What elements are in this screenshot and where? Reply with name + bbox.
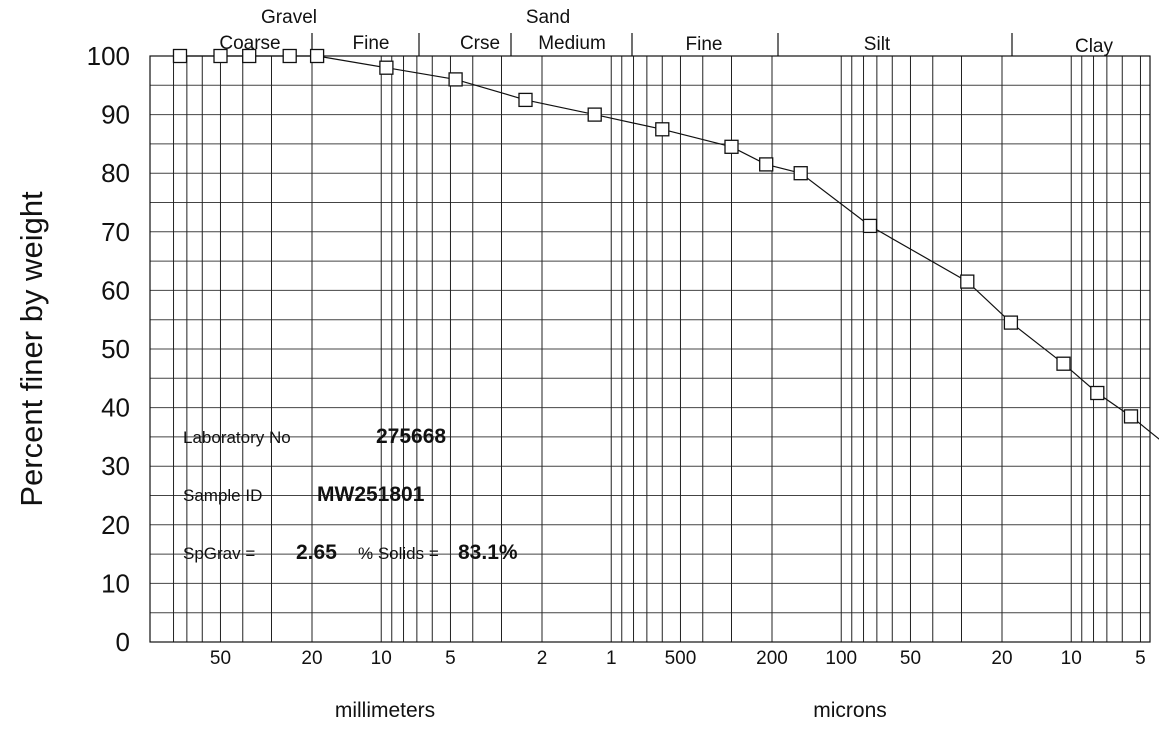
x-tick-label: 5 [445,648,456,669]
y-tick-label: 20 [101,510,130,540]
data-point-marker [311,50,324,63]
y-tick-label: 50 [101,334,130,364]
data-point-marker [794,167,807,180]
x-tick-label: 5 [1135,648,1146,669]
x-tick-label: 10 [1061,648,1082,669]
x-tick-label: 200 [756,648,788,669]
percent-solids-label: % Solids = [358,544,439,563]
y-tick-label: 70 [101,217,130,247]
data-point-marker [760,158,773,171]
y-axis-label: Percent finer by weight [14,191,49,507]
data-point-marker [174,50,187,63]
x-unit-label-millimeters: millimeters [335,699,435,722]
x-tick-label: 50 [900,648,921,669]
x-tick-label: 50 [210,648,231,669]
sample-info-panel: Laboratory No 275668 Sample ID MW251801 SpGr… [183,425,518,564]
x-tick-label: 2 [537,648,548,669]
data-point-marker [449,73,462,86]
size-class-group-label: Gravel [261,7,317,28]
data-layer [174,50,1159,538]
axis-layer: 0 10 20 30 40 50 60 70 80 90 100 50 20 10 5 2 1 500 200 100… [14,41,1159,722]
data-point-marker [1057,357,1070,370]
y-tick-label: 10 [101,568,130,598]
y-tick-label: 80 [101,158,130,188]
grain-size-curve [180,56,1159,531]
y-tick-label: 90 [101,100,130,130]
x-tick-label: 500 [665,648,697,669]
y-tick-label: 0 [116,627,130,657]
size-class-label: Clay [1075,36,1114,57]
y-tick-label: 40 [101,393,130,423]
data-point-marker [1125,410,1138,423]
data-point-marker [656,123,669,136]
size-class-label: Silt [864,34,891,55]
x-tick-label: 10 [371,648,392,669]
data-point-marker [1091,387,1104,400]
data-point-marker [961,275,974,288]
y-tick-label: 60 [101,275,130,305]
sample-id-label: Sample ID [183,486,262,505]
sample-id-value: MW251801 [317,483,425,506]
spgrav-label: SpGrav = [183,544,255,563]
spgrav-value: 2.65 [296,541,337,564]
x-tick-label: 100 [825,648,857,669]
data-point-marker [243,50,256,63]
x-unit-label-microns: microns [813,699,887,722]
data-point-marker [1004,316,1017,329]
size-class-label: Fine [686,34,723,55]
x-tick-label: 20 [301,648,322,669]
percent-solids-value: 83.1% [458,541,518,564]
size-class-label: Fine [353,33,390,54]
laboratory-no-label: Laboratory No [183,428,291,447]
laboratory-no-value: 275668 [376,425,446,448]
x-tick-label: 1 [606,648,617,669]
data-point-marker [214,50,227,63]
data-point-marker [864,219,877,232]
data-point-marker [588,108,601,121]
data-point-marker [519,93,532,106]
y-tick-label: 30 [101,451,130,481]
x-tick-label: 20 [991,648,1012,669]
size-class-group-label: Sand [526,7,570,28]
size-class-label: Crse [460,33,500,54]
data-point-marker [380,61,393,74]
data-point-marker [725,140,738,153]
y-tick-label: 100 [87,41,130,71]
data-point-marker [283,50,296,63]
size-class-label: Medium [538,33,606,54]
